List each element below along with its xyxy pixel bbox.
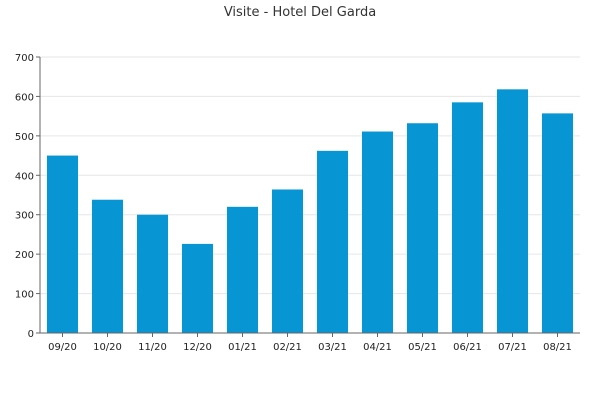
x-tick-label: 11/20 (138, 342, 167, 353)
bar (406, 123, 439, 334)
y-tick-label: 500 (15, 132, 34, 143)
bar (496, 89, 529, 334)
x-tick-label: 08/21 (543, 342, 572, 353)
y-tick-label: 200 (15, 250, 34, 261)
x-tick-label: 09/20 (48, 342, 77, 353)
y-tick-label: 100 (15, 290, 34, 301)
bar (91, 199, 124, 333)
y-tick-label: 400 (15, 171, 34, 182)
x-tick-label: 03/21 (318, 342, 347, 353)
x-tick-label: 01/21 (228, 342, 257, 353)
x-tick-label: 02/21 (273, 342, 302, 353)
bars (46, 89, 574, 334)
y-axis-ticks: 0 100 200 300 400 500 600 700 (15, 53, 40, 340)
bar (316, 150, 349, 333)
y-tick-label: 600 (15, 92, 34, 103)
y-tick-label: 700 (15, 53, 34, 64)
x-tick-label: 07/21 (498, 342, 527, 353)
x-tick-label: 12/20 (183, 342, 212, 353)
bar (136, 214, 169, 333)
bar (361, 131, 394, 333)
x-tick-label: 06/21 (453, 342, 482, 353)
x-axis-ticks: 09/20 10/20 11/20 12/20 01/21 02/21 03/21 04/21… (48, 333, 572, 353)
bar (451, 102, 484, 333)
bar (181, 243, 214, 333)
bar (541, 113, 574, 333)
bar (46, 155, 79, 333)
x-tick-label: 05/21 (408, 342, 437, 353)
bar (226, 206, 259, 333)
y-tick-label: 0 (28, 329, 34, 340)
chart-title: Visite - Hotel Del Garda (224, 5, 376, 20)
x-tick-label: 10/20 (93, 342, 122, 353)
grid-lines (40, 56, 580, 295)
y-tick-label: 300 (15, 211, 34, 222)
x-tick-label: 04/21 (363, 342, 392, 353)
bar (271, 189, 304, 333)
